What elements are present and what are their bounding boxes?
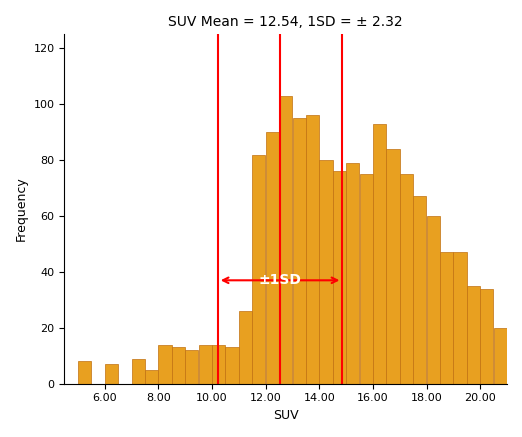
Bar [386,149,399,384]
Bar [226,347,239,384]
Bar [78,361,91,384]
Bar [292,118,306,384]
Text: ±1SD: ±1SD [258,273,302,287]
Bar [185,350,198,384]
Bar [172,347,185,384]
Bar [266,132,279,384]
Bar [480,289,493,384]
Bar [494,328,507,384]
Bar [132,359,145,384]
Y-axis label: Frequency: Frequency [15,177,28,241]
Bar [373,124,386,384]
Bar [145,370,158,384]
Bar [252,155,266,384]
Bar [454,252,467,384]
Bar [279,96,292,384]
Bar [413,197,426,384]
Bar [199,345,212,384]
Bar [333,171,346,384]
Bar [212,345,225,384]
Bar [400,174,413,384]
Bar [440,252,453,384]
Bar [507,328,520,384]
Bar [520,331,522,384]
Bar [319,160,333,384]
Bar [426,216,440,384]
Bar [239,311,252,384]
Bar [346,163,359,384]
Bar [360,174,373,384]
Title: SUV Mean = 12.54, 1SD = ± 2.32: SUV Mean = 12.54, 1SD = ± 2.32 [169,15,403,29]
X-axis label: SUV: SUV [273,409,299,422]
Bar [158,345,172,384]
Bar [467,286,480,384]
Bar [105,364,118,384]
Bar [306,115,319,384]
